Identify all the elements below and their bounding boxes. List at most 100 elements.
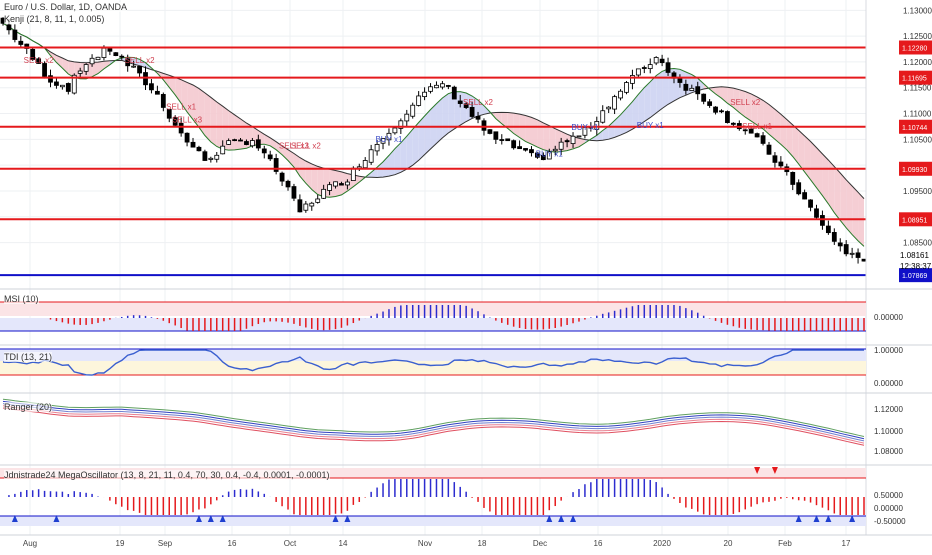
kenji-cloud-segment xyxy=(513,113,520,138)
candle xyxy=(273,158,279,172)
candle xyxy=(463,103,469,108)
candle xyxy=(30,48,36,60)
price-tick: 1.09500 xyxy=(903,187,932,196)
candle xyxy=(172,117,178,126)
mega-tick-3: -0.50000 xyxy=(874,517,906,526)
kenji-cloud-segment xyxy=(739,89,746,118)
tdi-pane-label[interactable]: TDI (13, 21) xyxy=(4,352,53,362)
candle xyxy=(244,141,249,145)
sell-signal-label: SELL x2 xyxy=(125,56,155,65)
candle xyxy=(410,104,416,117)
candle xyxy=(689,87,695,91)
candle xyxy=(748,128,754,134)
megaoscillator-pane-label[interactable]: Jdnistrade24 MegaOscillator (13, 8, 21, … xyxy=(4,470,330,480)
candle xyxy=(570,135,576,145)
msi-pane-label[interactable]: MSI (10) xyxy=(4,294,39,304)
candle xyxy=(719,110,724,113)
candle xyxy=(232,139,237,142)
candle xyxy=(149,83,154,91)
kenji-cloud-segment xyxy=(780,114,787,150)
kenji-cloud-segment xyxy=(103,60,110,69)
candle xyxy=(350,167,356,182)
candle xyxy=(12,29,18,40)
candle xyxy=(469,106,475,117)
candle xyxy=(291,186,297,199)
kenji-cloud-segment xyxy=(299,157,306,184)
candle xyxy=(558,141,564,150)
kenji-cloud-segment xyxy=(418,116,425,161)
candle xyxy=(730,122,736,125)
kenji-cloud-segment xyxy=(204,92,211,142)
level-axis-badge xyxy=(899,119,932,134)
kenji-cloud-segment xyxy=(234,114,241,150)
candle xyxy=(760,135,766,144)
kenji-cloud-segment xyxy=(305,160,312,190)
candle xyxy=(457,100,463,104)
kenji-cloud-segment xyxy=(531,117,538,148)
kenji-cloud-segment xyxy=(139,59,146,68)
kenji-cloud-segment xyxy=(92,62,99,77)
kenji-cloud-segment xyxy=(293,153,300,177)
kenji-cloud-segment xyxy=(852,185,859,241)
candle xyxy=(529,149,534,154)
kenji-cloud-segment xyxy=(193,85,199,128)
candle xyxy=(178,122,184,134)
candle xyxy=(695,86,701,95)
ranger-band-line xyxy=(2,400,865,440)
candle xyxy=(398,120,404,129)
candle xyxy=(683,83,689,91)
kenji-cloud-segment xyxy=(181,79,188,112)
kenji-cloud-segment xyxy=(685,72,692,96)
candle xyxy=(647,64,653,70)
candle xyxy=(713,106,718,113)
sell-signal-label: SELL x2 xyxy=(291,142,321,151)
candle xyxy=(315,198,321,203)
candle xyxy=(487,129,493,134)
mega-buy-arrow xyxy=(570,515,577,522)
kenji-cloud-segment xyxy=(341,171,348,195)
kenji-cloud-segment xyxy=(74,61,81,79)
kenji-cloud-segment xyxy=(798,130,805,172)
ranger-tick-2: 1.10000 xyxy=(874,427,903,436)
candle xyxy=(214,154,220,160)
candle xyxy=(635,68,641,76)
tdi-mid-zone xyxy=(0,361,866,375)
buy-signal-label: BUY x1 xyxy=(536,149,564,158)
candle xyxy=(202,151,208,161)
kenji-cloud-segment xyxy=(715,86,722,99)
kenji-indicator-label[interactable]: Kenji (21, 8, 11, 1, 0.005) xyxy=(4,14,105,24)
level-axis-badge xyxy=(899,212,932,227)
kenji-cloud-segment xyxy=(98,61,104,74)
kenji-cloud-segment xyxy=(644,81,651,122)
candle xyxy=(42,63,47,77)
kenji-cloud-segment xyxy=(335,170,342,197)
date-label: Dec xyxy=(533,539,547,548)
buy-signal-label: BUY x1 xyxy=(375,135,403,144)
candle xyxy=(820,215,825,226)
candle xyxy=(796,182,802,195)
sell-signal-label: SELL x3 xyxy=(172,115,202,124)
candle xyxy=(552,148,558,152)
candle xyxy=(279,172,285,182)
candle xyxy=(434,84,439,89)
ranger-pane-label[interactable]: Ranger (20) xyxy=(4,402,53,412)
candle xyxy=(505,138,511,142)
date-label: 2020 xyxy=(653,539,671,548)
candle xyxy=(861,258,867,262)
date-label: Sep xyxy=(158,539,173,548)
kenji-cloud-segment xyxy=(828,160,835,213)
candle xyxy=(184,132,190,143)
candle xyxy=(18,40,24,45)
candle xyxy=(576,135,582,138)
symbol-title[interactable]: Euro / U.S. Dollar, 1D, OANDA xyxy=(4,2,128,12)
kenji-cloud-segment xyxy=(282,145,289,161)
candle xyxy=(380,138,386,144)
kenji-cloud-segment xyxy=(412,122,419,166)
kenji-cloud-segment xyxy=(133,57,140,66)
candle xyxy=(83,64,89,72)
kenji-cloud-segment xyxy=(596,130,603,141)
candle xyxy=(255,139,261,149)
candle xyxy=(445,85,451,87)
